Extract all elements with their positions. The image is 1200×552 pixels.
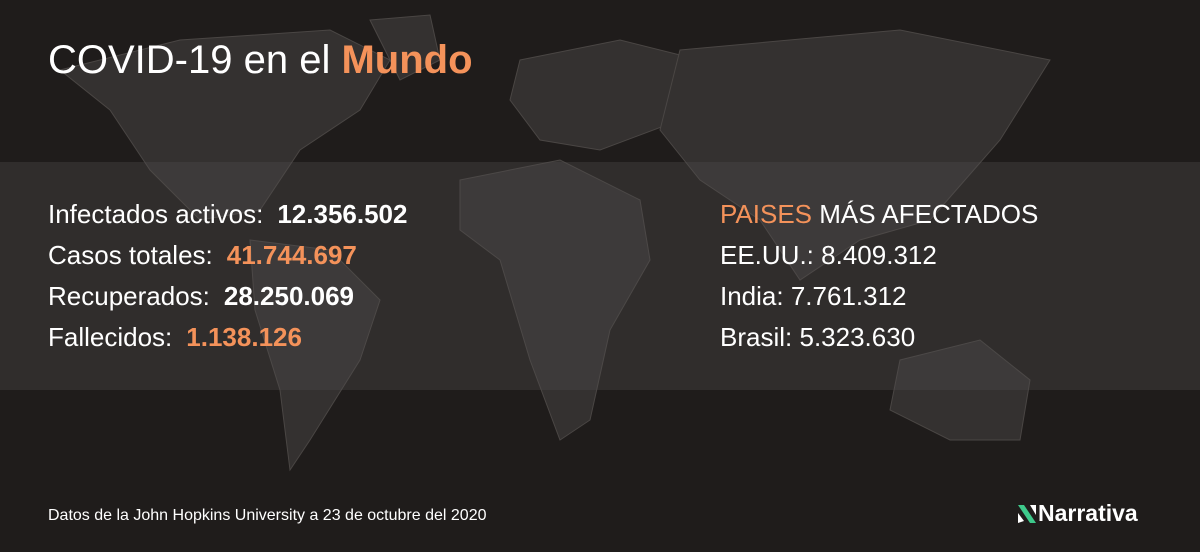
stat-value: 1.138.126 — [186, 322, 302, 352]
stat-label: Infectados activos: — [48, 199, 264, 229]
country-row: Brasil: 5.323.630 — [720, 319, 1038, 360]
stat-value: 28.250.069 — [223, 281, 355, 311]
brand-name: Narrativa — [1038, 500, 1138, 526]
country-value: 5.323.630 — [799, 322, 916, 352]
title-text: COVID-19 en el — [48, 38, 331, 82]
countries: PAISES MÁS AFECTADOS EE.UU.: 8.409.312 In… — [720, 196, 1038, 360]
country-row: EE.UU.: 8.409.312 — [720, 237, 1038, 278]
country-value: 7.761.312 — [790, 281, 907, 311]
country-label: Brasil: — [720, 322, 793, 352]
stat-row: Infectados activos: 12.356.502 — [48, 196, 407, 237]
countries-heading: PAISES MÁS AFECTADOS — [720, 196, 1038, 237]
stat-label: Fallecidos: — [48, 322, 173, 352]
heading-text: MÁS AFECTADOS — [819, 199, 1039, 229]
country-row: India: 7.761.312 — [720, 278, 1038, 319]
country-value: 8.409.312 — [821, 240, 937, 270]
stats: Infectados activos: 12.356.502 Casos total… — [48, 196, 407, 360]
stat-row: Recuperados: 28.250.069 — [48, 278, 407, 319]
country-label: EE.UU.: — [720, 240, 814, 270]
stat-label: Recuperados: — [48, 281, 210, 311]
source: Datos de la John Hopkins University a 23… — [48, 507, 487, 524]
stats-band — [0, 162, 1200, 390]
stat-value: 12.356.502 — [277, 199, 408, 229]
brand: Narrativa — [1016, 500, 1138, 527]
title: COVID-19 en el Mundo — [48, 38, 473, 83]
heading-highlight: PAISES — [720, 199, 813, 229]
stat-value: 41.744.697 — [226, 240, 357, 270]
title-highlight: Mundo — [341, 38, 473, 82]
stat-row: Casos totales: 41.744.697 — [48, 237, 407, 278]
stat-row: Fallecidos: 1.138.126 — [48, 319, 407, 360]
stat-label: Casos totales: — [48, 240, 213, 270]
country-label: India: — [720, 281, 784, 311]
brand-icon — [1018, 504, 1036, 523]
